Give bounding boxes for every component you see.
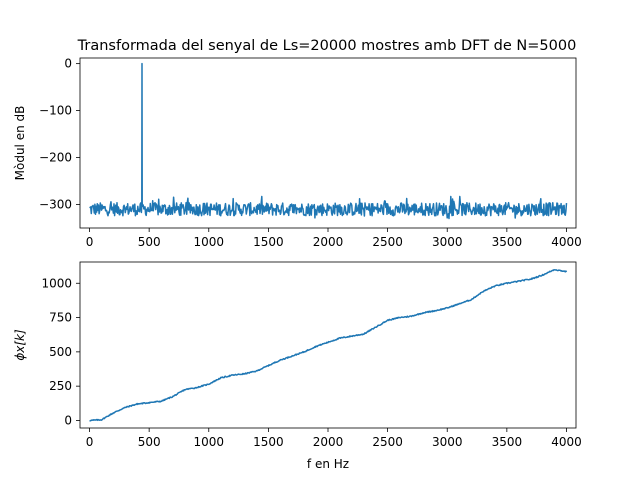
bottom-x-tick-label: 0 bbox=[86, 435, 94, 449]
top-y-tick-label: −200 bbox=[39, 151, 72, 165]
bottom-x-tick-label: 2000 bbox=[313, 435, 344, 449]
top-axes: 0 500 1000 1500 2000 2500 3000 3500 4000 0 −100 −2… bbox=[13, 57, 582, 249]
top-x-tick-label: 2000 bbox=[313, 235, 344, 249]
top-y-tick-label: −300 bbox=[39, 198, 72, 212]
bottom-x-tick-label: 1500 bbox=[253, 435, 284, 449]
bottom-y-tick-label: 500 bbox=[49, 345, 72, 359]
bottom-plot-frame bbox=[79, 261, 577, 429]
bottom-x-axis-label: f en Hz bbox=[307, 457, 349, 471]
top-y-axis-label: Mòdul en dB bbox=[13, 106, 27, 181]
top-y-tick-label: 0 bbox=[64, 57, 72, 71]
bottom-x-tick-label: 500 bbox=[138, 435, 161, 449]
top-series-line bbox=[89, 62, 568, 220]
bottom-y-axis-label: ϕx[k] bbox=[13, 329, 27, 361]
bottom-y-tick-label: 750 bbox=[49, 311, 72, 325]
chart-title: Transformada del senyal de Ls=20000 most… bbox=[77, 38, 577, 54]
bottom-axes: 0 500 1000 1500 2000 2500 3000 3500 4000 0 250 500… bbox=[13, 261, 582, 471]
bottom-x-tick-label: 1000 bbox=[193, 435, 224, 449]
top-x-tick-label: 4000 bbox=[551, 235, 582, 249]
top-x-tick-label: 3500 bbox=[492, 235, 523, 249]
top-x-tick-label: 1000 bbox=[193, 235, 224, 249]
top-x-tick-label: 500 bbox=[138, 235, 161, 249]
bottom-y-tick-label: 250 bbox=[49, 379, 72, 393]
bottom-series-line bbox=[89, 269, 568, 422]
bottom-x-tick-label: 4000 bbox=[551, 435, 582, 449]
bottom-y-tick-label: 1000 bbox=[41, 276, 72, 290]
top-x-tick-label: 3000 bbox=[432, 235, 463, 249]
top-x-tick-label: 1500 bbox=[253, 235, 284, 249]
bottom-x-tick-label: 3000 bbox=[432, 435, 463, 449]
top-x-tick-label: 0 bbox=[86, 235, 94, 249]
bottom-x-tick-label: 3500 bbox=[492, 435, 523, 449]
top-y-tick-label: −100 bbox=[39, 104, 72, 118]
bottom-x-tick-label: 2500 bbox=[372, 435, 403, 449]
bottom-y-tick-label: 0 bbox=[64, 413, 72, 427]
top-x-tick-label: 2500 bbox=[372, 235, 403, 249]
